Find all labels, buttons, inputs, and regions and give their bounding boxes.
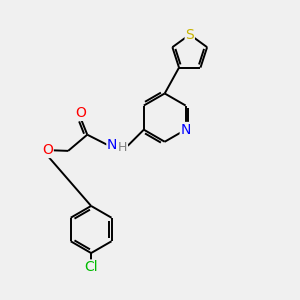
Text: Cl: Cl (84, 260, 98, 274)
Text: H: H (118, 141, 127, 154)
Text: S: S (185, 28, 194, 42)
Text: O: O (42, 143, 53, 157)
Text: O: O (75, 106, 86, 120)
Text: N: N (180, 123, 191, 137)
Text: N: N (107, 138, 118, 152)
